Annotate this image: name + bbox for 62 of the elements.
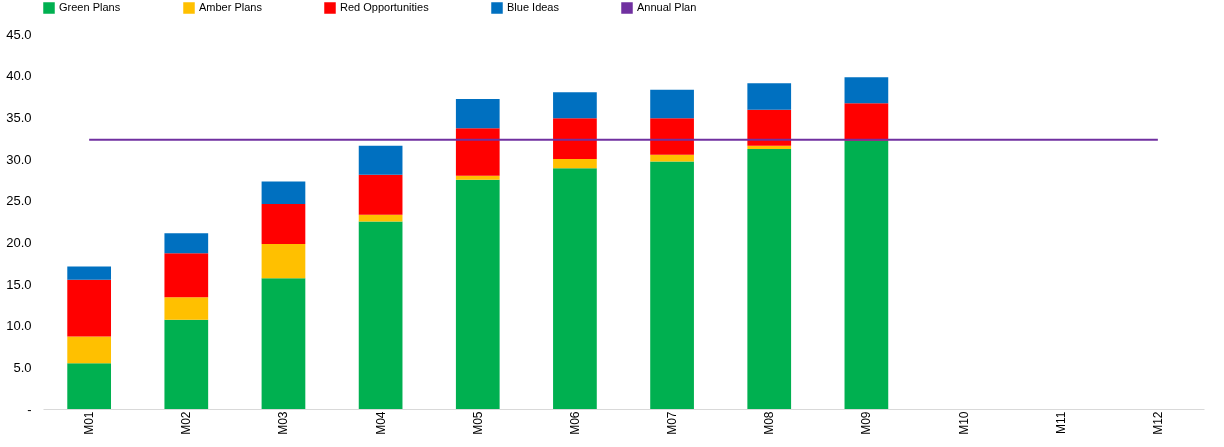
bar: [261, 278, 306, 409]
bar: [455, 128, 500, 176]
bar: [261, 204, 306, 244]
bar: [553, 159, 597, 169]
x-tick-label: M11: [1053, 411, 1068, 434]
y-tick-label: 20.0: [6, 234, 32, 250]
bar: [164, 319, 209, 409]
y-tick-label: 35.0: [6, 109, 32, 125]
bar: [358, 214, 403, 222]
y-tick-label: 10.0: [6, 318, 32, 334]
bar: [553, 92, 597, 119]
bar: [844, 140, 889, 409]
bar: [261, 181, 306, 204]
bar: [650, 89, 694, 119]
bar: [553, 168, 597, 409]
bar: [455, 175, 500, 180]
bar: [844, 103, 889, 141]
y-tick-label: 40.0: [6, 68, 32, 84]
bar: [261, 244, 306, 279]
bar: [553, 118, 597, 159]
bar: [164, 297, 209, 320]
x-tick-label: M04: [373, 411, 388, 435]
bar: [650, 161, 694, 409]
bar: [67, 279, 112, 337]
legend-label: Red Opportunities: [340, 1, 430, 13]
y-tick-label: 15.0: [6, 276, 32, 292]
bar: [164, 233, 209, 254]
bar: [164, 253, 209, 298]
y-tick-label: 25.0: [6, 193, 32, 209]
bar: [747, 149, 792, 409]
bar: [650, 154, 694, 162]
x-tick-label: M09: [859, 411, 874, 435]
bar: [455, 179, 500, 409]
y-tick-label: 45.0: [6, 26, 32, 42]
y-tick-label: -: [27, 401, 32, 417]
bar: [747, 109, 792, 146]
x-tick-label: M05: [470, 411, 485, 435]
x-tick-label: M02: [179, 411, 194, 435]
y-tick-label: 5.0: [13, 359, 32, 375]
legend-label: Green Plans: [59, 1, 121, 13]
x-tick-label: M10: [956, 411, 971, 435]
bar: [747, 83, 792, 110]
x-tick-label: M01: [82, 411, 97, 435]
y-tick-label: 30.0: [6, 151, 32, 167]
bar: [455, 99, 500, 129]
bar: [67, 266, 112, 280]
bar: [747, 145, 792, 149]
x-tick-label: M07: [665, 411, 680, 435]
bar: [650, 118, 694, 155]
x-tick-label: M06: [567, 411, 582, 435]
x-tick-label: M12: [1150, 411, 1165, 435]
legend-label: Amber Plans: [199, 1, 263, 13]
bar: [358, 145, 403, 175]
x-tick-label: M08: [762, 411, 777, 435]
bar: [67, 336, 112, 364]
legend-label: Annual Plan: [637, 1, 697, 13]
x-tick-label: M03: [276, 411, 291, 435]
legend-label: Blue Ideas: [507, 1, 560, 13]
bar: [67, 363, 112, 409]
bar: [358, 174, 403, 215]
bar: [844, 77, 889, 104]
bar: [358, 221, 403, 409]
